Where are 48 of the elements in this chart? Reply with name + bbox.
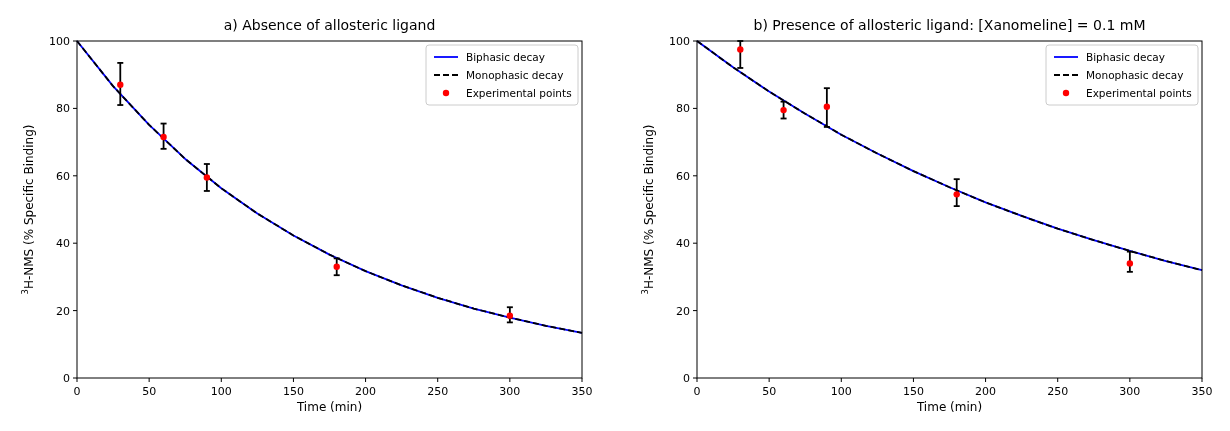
point [117, 81, 124, 89]
x-axis-title: Time (min) [295, 400, 363, 414]
chart-title: b) Presence of allosteric ligand: [Xanomeline] = 0.1 mM [753, 17, 1146, 33]
point [737, 46, 744, 53]
x-tick-label: 200 [975, 385, 997, 398]
legend-label: Experimental points [1086, 87, 1192, 99]
y-tick-label: 40 [676, 237, 690, 251]
y-tick-label: 60 [676, 169, 690, 183]
y-tick-label: 40 [56, 237, 70, 251]
y-tick-label: 80 [676, 102, 690, 116]
x-tick-label: 50 [762, 385, 777, 398]
x-tick-label: 250 [1047, 385, 1069, 398]
legend-label: Experimental points [466, 87, 572, 99]
point [160, 133, 167, 141]
x-tick-label: 150 [902, 385, 924, 398]
point [823, 103, 831, 110]
x-axis-title: Time (min) [915, 400, 983, 414]
point [333, 263, 340, 270]
x-tick-label: 350 [571, 385, 593, 398]
legend-label: Monophasic decay [466, 69, 564, 81]
y-tick-label: 20 [56, 304, 70, 318]
x-tick-label: 0 [693, 385, 701, 398]
point [780, 106, 787, 114]
chart-title: a) Absence of allosteric ligand [223, 17, 436, 33]
x-tick-label: 100 [210, 385, 232, 398]
legend-label: Biphasic decay [1086, 51, 1165, 63]
y-tick-label: 0 [63, 372, 70, 385]
point [953, 191, 960, 198]
point [1126, 260, 1134, 267]
point [506, 312, 514, 319]
y-tick-label: 100 [669, 35, 690, 48]
y-tick-label: 20 [676, 304, 690, 318]
legend-label: Biphasic decay [466, 51, 545, 63]
x-tick-label: 200 [355, 385, 377, 398]
y-tick-label: 0 [683, 372, 690, 385]
x-tick-label: 300 [499, 385, 521, 398]
x-tick-label: 100 [830, 385, 852, 398]
x-tick-label: 50 [142, 385, 157, 398]
y-tick-label: 100 [49, 35, 70, 48]
x-tick-label: 250 [427, 385, 449, 398]
y-tick-label: 60 [56, 169, 70, 183]
x-tick-label: 300 [1119, 385, 1141, 398]
x-tick-label: 0 [73, 385, 81, 398]
y-tick-label: 80 [56, 102, 70, 116]
legend-label: Monophasic decay [1086, 69, 1184, 81]
x-tick-label: 350 [1191, 385, 1213, 398]
point [203, 174, 211, 181]
x-tick-label: 150 [282, 385, 304, 398]
